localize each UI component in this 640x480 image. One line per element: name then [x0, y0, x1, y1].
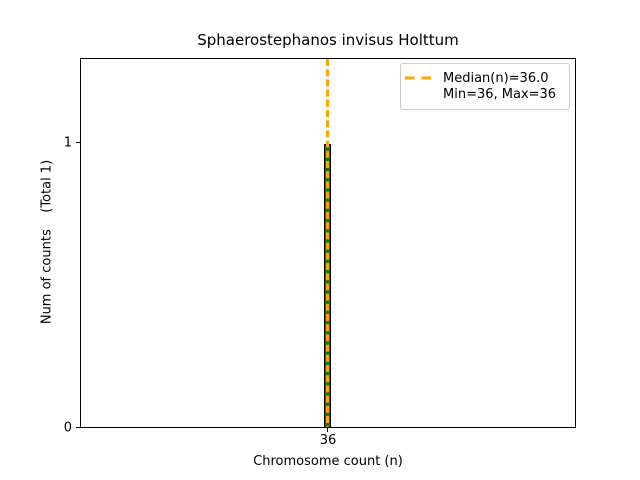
- y-tick-mark-0: [76, 427, 80, 428]
- y-axis-label: Num of counts (Total 1): [39, 159, 55, 325]
- y-tick-mark-1: [76, 142, 80, 143]
- empty-handle-spacer: [405, 93, 433, 97]
- x-tick-mark-36: [327, 428, 328, 432]
- legend-box: Median(n)=36.0 Min=36, Max=36: [400, 63, 570, 110]
- x-axis-label: Chromosome count (n): [253, 454, 403, 469]
- chart-title: Sphaerostephanos invisus Holttum: [197, 31, 459, 49]
- plot-area: [80, 58, 576, 428]
- median-line-layer: [326, 59, 329, 427]
- y-tick-label-1: 1: [63, 135, 72, 151]
- legend-label-minmax: Min=36, Max=36: [443, 87, 557, 103]
- median-dash-sample-icon: [405, 76, 433, 80]
- legend-entry-median: Median(n)=36.0: [405, 70, 563, 87]
- x-tick-label-36: 36: [319, 433, 337, 448]
- y-tick-label-0: 0: [63, 420, 72, 436]
- legend-label-median: Median(n)=36.0: [443, 70, 549, 86]
- legend-entry-minmax: Min=36, Max=36: [405, 87, 563, 104]
